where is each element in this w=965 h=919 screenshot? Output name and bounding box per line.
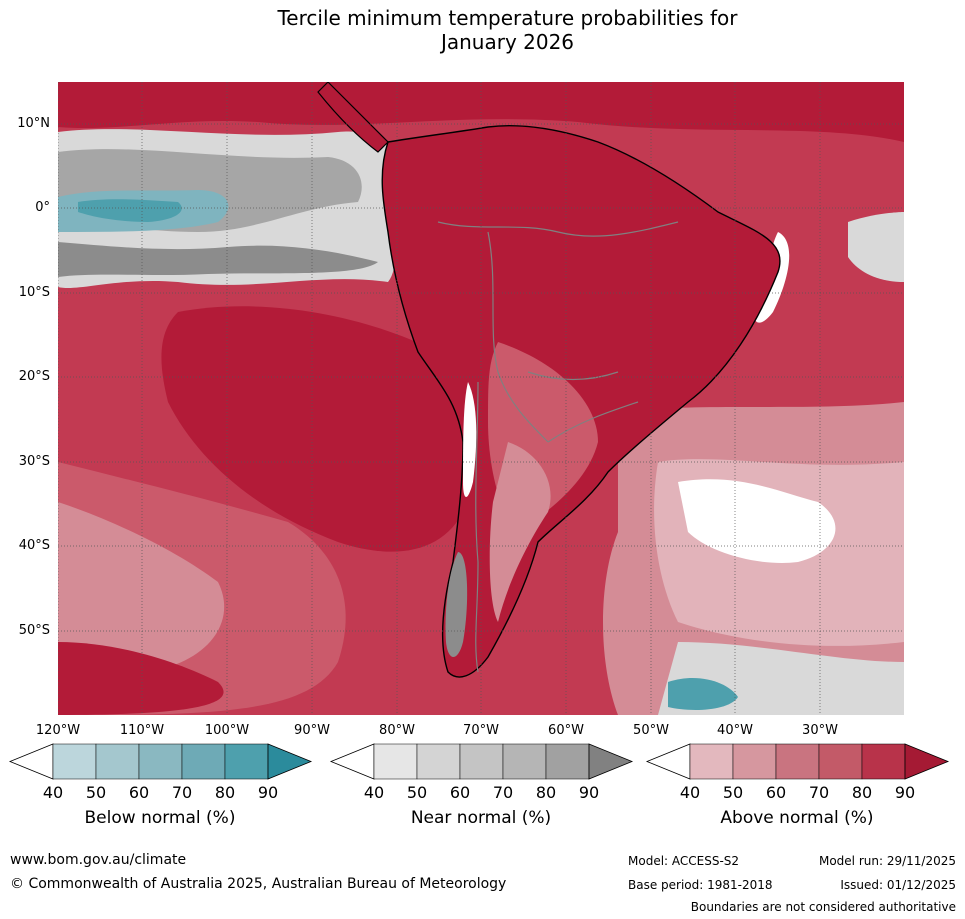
region-below-normal — [78, 199, 182, 222]
region-low-probability-andes — [463, 382, 477, 497]
colorbar-segment — [689, 743, 734, 780]
footer-issued: Issued: 01/12/2025 — [840, 878, 956, 892]
footer-model-run: Model run: 29/11/2025 — [818, 854, 956, 868]
region-near-normal-east — [848, 212, 904, 282]
boundary-line — [437, 221, 679, 237]
colorbar-extend-high — [904, 743, 950, 780]
lat-label: 30°S — [18, 454, 50, 469]
colorbar-tick-label: 60 — [765, 783, 787, 802]
title-line-2: January 2026 — [440, 30, 575, 54]
boundary-line — [547, 401, 639, 443]
colorbar-above-normal — [645, 743, 950, 780]
lon-label: 70°W — [463, 723, 499, 738]
region-below-normal-se — [668, 677, 738, 710]
colorbar-tick-label: 50 — [85, 783, 107, 802]
colorbar-segment — [459, 743, 504, 780]
colorbar-segment — [416, 743, 461, 780]
probability-map — [58, 82, 904, 715]
colorbar-tick-label: 80 — [214, 783, 236, 802]
graticule — [58, 82, 904, 715]
colorbar-tick-label: 70 — [492, 783, 514, 802]
title-line-1: Tercile minimum temperature probabilitie… — [277, 6, 738, 30]
colorbar-below-normal — [8, 743, 313, 780]
colorbar-extend-low — [645, 743, 691, 780]
colorbar-tick-label: 90 — [578, 783, 600, 802]
map-title: Tercile minimum temperature probabilitie… — [0, 6, 965, 54]
boundary-line — [527, 371, 619, 381]
colorbar-tick-label: 40 — [363, 783, 385, 802]
colorbar-extend-low — [329, 743, 375, 780]
colorbar-near-normal — [329, 743, 634, 780]
colorbars-svg — [8, 743, 950, 780]
boundary-line — [487, 231, 549, 443]
lat-label: 40°S — [18, 538, 50, 553]
lat-label: 10°N — [17, 116, 50, 131]
lon-label: 110°W — [119, 723, 165, 738]
region-deep-red-pacific — [161, 306, 472, 552]
country-boundaries — [437, 221, 679, 673]
region-above-normal-patagonia — [489, 442, 551, 622]
colorbar-tick-label: 90 — [257, 783, 279, 802]
region-above-normal-pink-sw — [58, 502, 225, 673]
footer-base-period: Base period: 1981-2018 — [628, 878, 773, 892]
footer-copyright: © Commonwealth of Australia 2025, Austra… — [10, 876, 507, 892]
lat-label: 0° — [35, 200, 50, 215]
colorbar-extend-low — [8, 743, 54, 780]
colorbar-tick-label: 40 — [679, 783, 701, 802]
lon-label: 100°W — [204, 723, 250, 738]
colorbar-tick-label: 50 — [406, 783, 428, 802]
colorbar-segment — [52, 743, 97, 780]
colorbar-segment — [775, 743, 820, 780]
colorbar-tick-label: 60 — [128, 783, 150, 802]
colorbar-segment — [181, 743, 226, 780]
colorbar-segment — [861, 743, 906, 780]
lat-label: 50°S — [18, 623, 50, 638]
colorbar-label-below: Below normal (%) — [84, 808, 236, 828]
colorbar-segment — [732, 743, 777, 780]
colorbar-segment — [545, 743, 590, 780]
region-near-normal-dark — [58, 242, 378, 277]
colorbar-label-above: Above normal (%) — [720, 808, 874, 828]
colorbar-segment — [138, 743, 183, 780]
footer-website: www.bom.gov.au/climate — [10, 852, 187, 868]
colorbar-segment — [95, 743, 140, 780]
lon-label: 40°W — [717, 723, 753, 738]
colorbar-tick-label: 90 — [894, 783, 916, 802]
colorbar-tick-label: 70 — [171, 783, 193, 802]
region-low-probability-se — [678, 479, 836, 563]
region-near-normal-andes — [445, 552, 468, 657]
lon-label: 50°W — [633, 723, 669, 738]
colorbar-tick-label: 80 — [535, 783, 557, 802]
footer-model: Model: ACCESS-S2 — [628, 854, 740, 868]
lon-label: 30°W — [802, 723, 838, 738]
lon-label: 60°W — [548, 723, 584, 738]
map-svg — [58, 82, 904, 715]
lon-label: 120°W — [35, 723, 81, 738]
colorbar-label-near: Near normal (%) — [410, 808, 552, 828]
lon-label: 90°W — [294, 723, 330, 738]
colorbar-segment — [224, 743, 269, 780]
lat-label: 10°S — [18, 285, 50, 300]
colorbar-tick-label: 80 — [851, 783, 873, 802]
lat-label: 20°S — [18, 369, 50, 384]
colorbar-tick-label: 50 — [722, 783, 744, 802]
central-america-landmass — [317, 82, 389, 153]
colorbar-extend-high — [588, 743, 634, 780]
boundary-line — [475, 381, 479, 673]
footer-disclaimer: Boundaries are not considered authoritat… — [690, 900, 956, 914]
colorbar-extend-high — [267, 743, 313, 780]
colorbar-tick-label: 60 — [449, 783, 471, 802]
region-deep-red-sw — [58, 642, 224, 715]
colorbar-segment — [373, 743, 418, 780]
lon-label: 80°W — [379, 723, 415, 738]
colorbar-segment — [818, 743, 863, 780]
colorbar-tick-label: 70 — [808, 783, 830, 802]
colorbar-segment — [502, 743, 547, 780]
colorbar-tick-label: 40 — [42, 783, 64, 802]
